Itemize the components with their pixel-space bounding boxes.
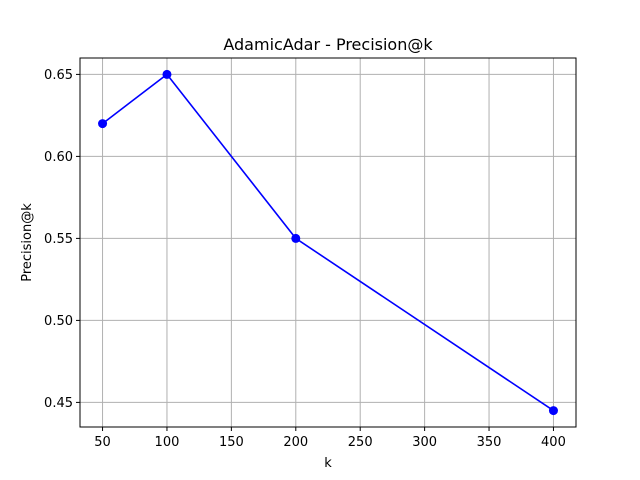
grid	[80, 58, 576, 427]
y-tick-label: 0.65	[44, 68, 73, 83]
series-line	[102, 73, 554, 412]
x-tick-label: 300	[412, 435, 437, 450]
x-tick-label: 350	[477, 435, 502, 450]
axis-ticks: 50 100 150 200 250 300 350 400 0.45 0.50 0.55 0.60 0…	[44, 68, 566, 450]
y-tick-label: 0.50	[44, 314, 73, 329]
y-axis-label: Precision@k	[20, 203, 35, 282]
y-tick-label: 0.45	[44, 396, 73, 411]
x-tick-label: 200	[283, 435, 308, 450]
x-tick-label: 250	[348, 435, 373, 450]
data-point	[291, 233, 301, 243]
data-point	[162, 69, 172, 79]
data-point	[548, 406, 558, 416]
plot-area	[79, 57, 577, 428]
y-tick-label: 0.60	[44, 150, 73, 165]
data-series	[98, 69, 558, 416]
data-point	[98, 119, 108, 129]
x-tick-label: 100	[155, 435, 180, 450]
y-tick-label: 0.55	[44, 232, 73, 247]
x-axis-label: k	[324, 456, 332, 471]
chart-title: AdamicAdar - Precision@k	[223, 35, 433, 54]
x-tick-label: 50	[94, 435, 111, 450]
x-tick-label: 150	[219, 435, 244, 450]
x-tick-label: 400	[541, 435, 566, 450]
